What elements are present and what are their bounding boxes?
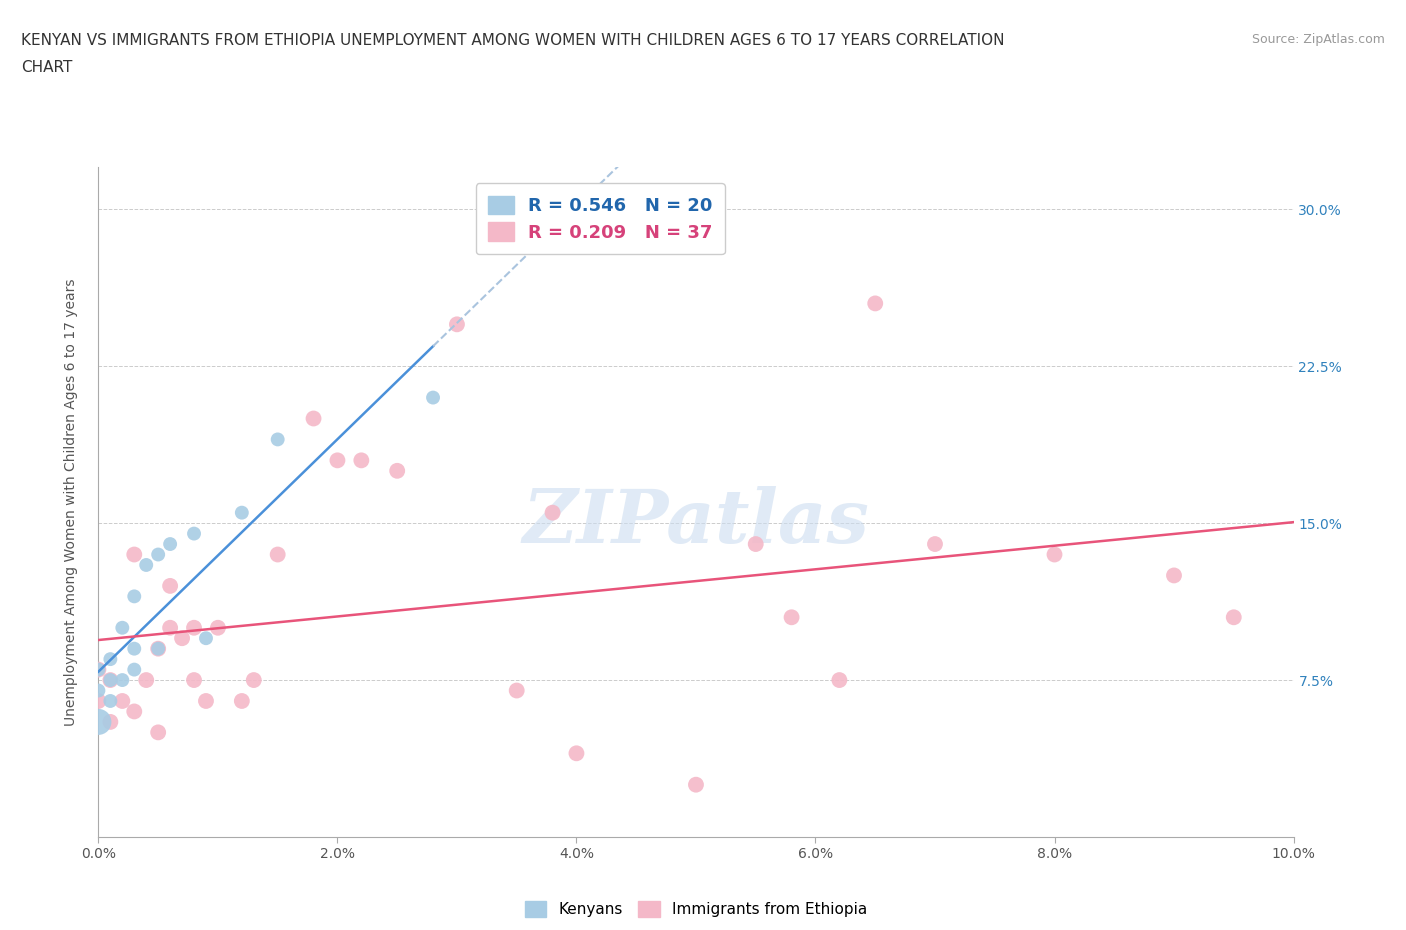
Point bbox=[924, 537, 946, 551]
Point bbox=[111, 672, 134, 687]
Point bbox=[446, 317, 468, 332]
Point bbox=[111, 694, 134, 709]
Point bbox=[148, 547, 170, 562]
Text: Source: ZipAtlas.com: Source: ZipAtlas.com bbox=[1251, 33, 1385, 46]
Point bbox=[148, 642, 170, 657]
Point bbox=[506, 683, 529, 698]
Point bbox=[541, 505, 564, 520]
Point bbox=[385, 463, 409, 478]
Point bbox=[326, 453, 349, 468]
Text: ZIPatlas: ZIPatlas bbox=[523, 486, 869, 559]
Point bbox=[100, 672, 122, 687]
Point bbox=[780, 610, 803, 625]
Point bbox=[243, 672, 266, 687]
Point bbox=[267, 432, 290, 447]
Point bbox=[148, 642, 170, 657]
Point bbox=[183, 526, 205, 541]
Point bbox=[159, 578, 181, 593]
Point bbox=[350, 453, 373, 468]
Point bbox=[422, 391, 444, 405]
Point bbox=[183, 620, 205, 635]
Point bbox=[87, 683, 110, 698]
Point bbox=[124, 547, 146, 562]
Point bbox=[124, 642, 146, 657]
Text: CHART: CHART bbox=[21, 60, 73, 75]
Point bbox=[195, 694, 218, 709]
Point bbox=[302, 411, 325, 426]
Point bbox=[87, 714, 110, 729]
Point bbox=[87, 662, 110, 677]
Point bbox=[195, 631, 218, 645]
Point bbox=[100, 652, 122, 667]
Point bbox=[172, 631, 194, 645]
Point bbox=[231, 505, 253, 520]
Point bbox=[1163, 568, 1185, 583]
Point bbox=[124, 589, 146, 604]
Legend: Kenyans, Immigrants from Ethiopia: Kenyans, Immigrants from Ethiopia bbox=[519, 895, 873, 923]
Point bbox=[148, 725, 170, 740]
Point bbox=[231, 694, 253, 709]
Point bbox=[1223, 610, 1246, 625]
Point bbox=[685, 777, 707, 792]
Point bbox=[87, 662, 110, 677]
Point bbox=[745, 537, 768, 551]
Point bbox=[828, 672, 851, 687]
Point bbox=[124, 704, 146, 719]
Point bbox=[124, 662, 146, 677]
Point bbox=[135, 672, 157, 687]
Point bbox=[135, 558, 157, 573]
Point bbox=[159, 620, 181, 635]
Point bbox=[100, 672, 122, 687]
Point bbox=[100, 714, 122, 729]
Point bbox=[100, 694, 122, 709]
Point bbox=[159, 537, 181, 551]
Point bbox=[565, 746, 588, 761]
Point bbox=[865, 296, 887, 311]
Point bbox=[267, 547, 290, 562]
Point bbox=[1043, 547, 1066, 562]
Point bbox=[183, 672, 205, 687]
Point bbox=[111, 620, 134, 635]
Text: KENYAN VS IMMIGRANTS FROM ETHIOPIA UNEMPLOYMENT AMONG WOMEN WITH CHILDREN AGES 6: KENYAN VS IMMIGRANTS FROM ETHIOPIA UNEMP… bbox=[21, 33, 1005, 47]
Point bbox=[87, 694, 110, 709]
Point bbox=[207, 620, 229, 635]
Y-axis label: Unemployment Among Women with Children Ages 6 to 17 years: Unemployment Among Women with Children A… bbox=[63, 278, 77, 726]
